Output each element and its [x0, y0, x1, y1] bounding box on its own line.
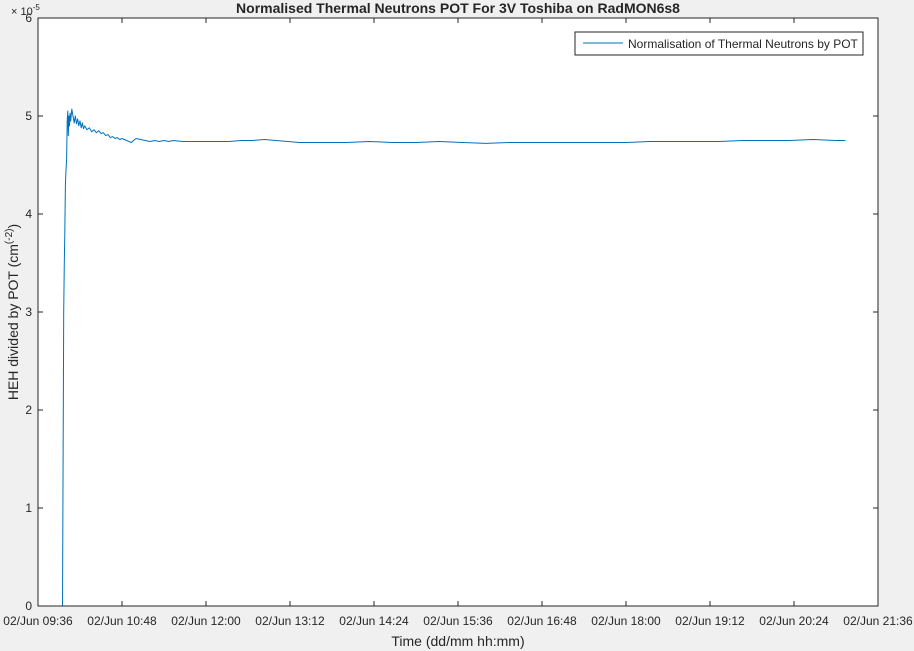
axes-background [38, 18, 878, 606]
plot-area [62, 108, 846, 607]
y-tick-label: 3 [25, 305, 32, 319]
y-exponent-base: × 10 [11, 6, 33, 18]
x-tick-label: 02/Jun 19:12 [675, 614, 745, 628]
y-tick-label: 5 [25, 109, 32, 123]
x-tick-label: 02/Jun 21:36 [843, 614, 913, 628]
x-axis-ticks: 02/Jun 09:36 02/Jun 10:48 02/Jun 12:00 02/J… [3, 18, 913, 628]
x-tick-label: 02/Jun 09:36 [3, 614, 73, 628]
y-exponent-power: -5 [33, 3, 41, 12]
y-tick-label: 1 [25, 501, 32, 515]
y-tick-label: 4 [25, 207, 32, 221]
x-tick-label: 02/Jun 15:36 [423, 614, 493, 628]
x-tick-label: 02/Jun 16:48 [507, 614, 577, 628]
legend[interactable]: Normalisation of Thermal Neutrons by POT [574, 31, 864, 56]
chart-title: Normalised Thermal Neutrons POT For 3V T… [236, 0, 680, 16]
x-tick-label: 02/Jun 14:24 [339, 614, 409, 628]
y-axis-label-superscript: (-2) [4, 228, 15, 244]
y-axis-exponent: × 10-5 [11, 3, 40, 18]
y-tick-label: 0 [25, 599, 32, 613]
x-tick-label: 02/Jun 13:12 [255, 614, 325, 628]
x-tick-label: 02/Jun 12:00 [171, 614, 241, 628]
y-axis-label-main: HEH divided by POT (cm [5, 244, 21, 400]
x-tick-label: 02/Jun 18:00 [591, 614, 661, 628]
y-axis-ticks: 0 1 2 3 4 5 6 [25, 11, 878, 613]
series-line-0 [62, 108, 846, 607]
y-axis-label-end: ) [5, 224, 21, 229]
x-tick-label: 02/Jun 20:24 [759, 614, 829, 628]
x-tick-label: 02/Jun 10:48 [87, 614, 157, 628]
x-axis-label: Time (dd/mm hh:mm) [391, 633, 524, 649]
legend-series-label: Normalisation of Thermal Neutrons by POT [628, 37, 859, 51]
legend-box [574, 31, 864, 56]
y-tick-label: 6 [25, 11, 32, 25]
y-tick-label: 2 [25, 403, 32, 417]
y-axis-label: HEH divided by POT (cm(-2)) [4, 224, 21, 400]
